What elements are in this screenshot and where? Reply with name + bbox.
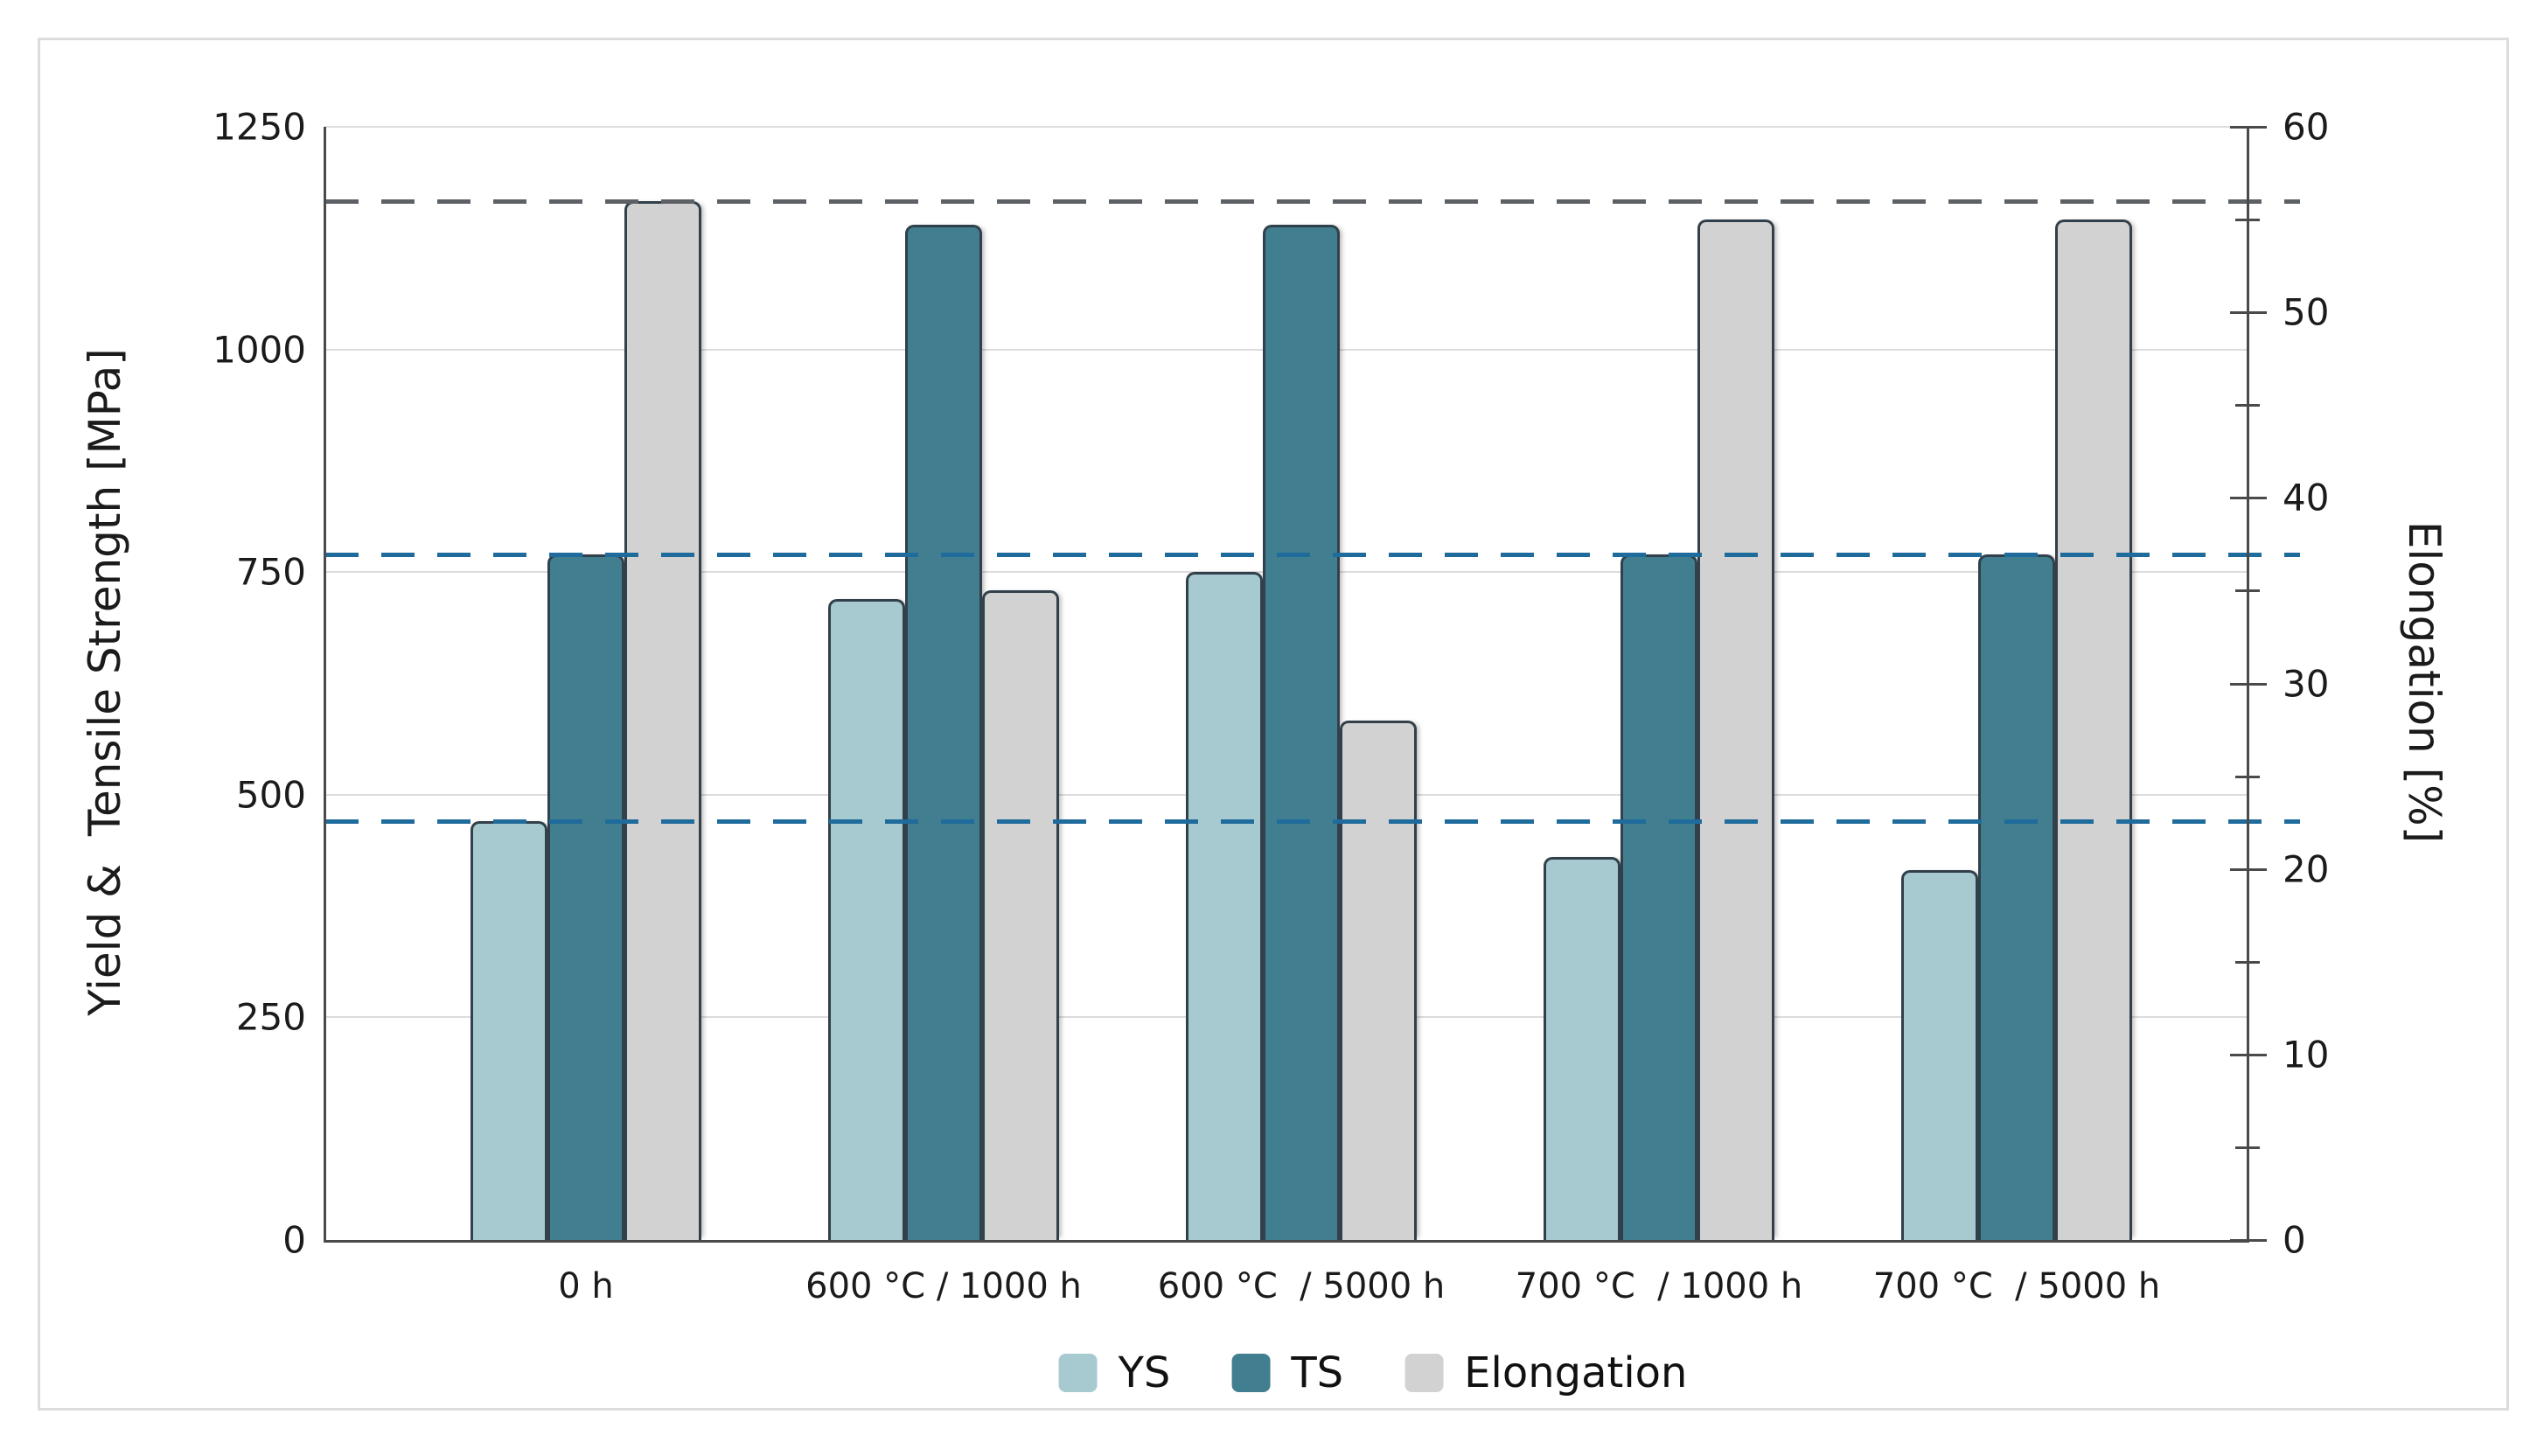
left-axis-tick-label: 750	[235, 550, 306, 594]
bar-elongation-group5	[2055, 219, 2132, 1240]
right-axis-tick-label: 40	[2283, 476, 2330, 519]
x-category-label: 700 °C / 1000 h	[1515, 1266, 1803, 1306]
bar-elongation-group1	[624, 200, 701, 1240]
right-axis-tick-label: 50	[2283, 290, 2330, 334]
left-axis-line	[324, 127, 326, 1243]
reference-line-770	[325, 552, 2300, 557]
legend-item-ts: TS	[1231, 1348, 1343, 1397]
bar-ts-group1	[547, 554, 624, 1240]
bar-ys-group5	[1901, 870, 1978, 1240]
right-axis-minor-tick	[2235, 960, 2260, 964]
right-axis-minor-tick	[2235, 589, 2260, 593]
bar-elongation-group2	[982, 590, 1059, 1240]
right-axis-major-tick	[2230, 311, 2267, 315]
right-axis-major-tick	[2230, 126, 2267, 129]
bar-ts-group2	[905, 225, 982, 1240]
right-axis-major-tick	[2230, 1053, 2267, 1056]
reference-line-56	[325, 199, 2300, 204]
right-axis-tick-label: 20	[2283, 847, 2330, 891]
x-category-label: 600 °C / 5000 h	[1157, 1266, 1446, 1306]
bar-elongation-group3	[1340, 720, 1417, 1240]
legend-label: YS	[1118, 1348, 1171, 1397]
right-axis-minor-tick	[2235, 1146, 2260, 1149]
left-axis-tick-label: 500	[235, 773, 306, 817]
legend-swatch-elongation	[1404, 1354, 1444, 1392]
legend-swatch-ys	[1058, 1354, 1098, 1392]
bar-elongation-group4	[1697, 219, 1774, 1240]
right-axis-tick-label: 60	[2283, 105, 2330, 149]
legend-item-ys: YS	[1058, 1348, 1171, 1397]
x-category-label: 0 h	[558, 1266, 614, 1306]
legend-swatch-ts	[1231, 1354, 1271, 1392]
bar-ts-group3	[1263, 225, 1340, 1240]
left-axis-tick-label: 1250	[213, 105, 306, 149]
right-axis-major-tick	[2230, 497, 2267, 500]
left-axis-tick-label: 0	[282, 1218, 306, 1262]
legend-label: TS	[1291, 1348, 1344, 1397]
gridline	[325, 126, 2248, 128]
bar-ys-group4	[1544, 857, 1620, 1240]
right-axis-major-tick	[2230, 682, 2267, 686]
right-axis-tick-label: 0	[2283, 1218, 2306, 1262]
left-axis-tick-label: 1000	[213, 328, 306, 372]
bar-ys-group2	[828, 598, 905, 1240]
legend-item-elongation: Elongation	[1404, 1348, 1687, 1397]
right-axis-major-tick	[2230, 1239, 2267, 1242]
x-category-label: 700 °C / 5000 h	[1872, 1266, 2161, 1306]
bottom-axis-line	[324, 1240, 2249, 1243]
left-axis-title: Yield & Tensile Strength [MPa]	[80, 348, 130, 1016]
left-axis-tick-label: 250	[235, 995, 306, 1039]
right-axis-minor-tick	[2235, 404, 2260, 408]
reference-line-470	[325, 819, 2300, 825]
right-axis-tick-label: 30	[2283, 662, 2330, 705]
x-category-label: 600 °C / 1000 h	[805, 1266, 1082, 1306]
legend: YS TS Elongation	[1058, 1348, 1687, 1397]
right-axis-minor-tick	[2235, 775, 2260, 778]
bar-ys-group3	[1186, 572, 1263, 1240]
bar-ts-group5	[1978, 554, 2055, 1240]
bar-ys-group1	[470, 821, 547, 1240]
right-axis-tick-label: 10	[2283, 1033, 2330, 1076]
right-axis-title: Elongation [%]	[2399, 520, 2450, 844]
right-axis-minor-tick	[2235, 219, 2260, 222]
bar-ts-group4	[1620, 554, 1697, 1240]
right-axis-major-tick	[2230, 867, 2267, 871]
legend-label: Elongation	[1464, 1348, 1688, 1397]
